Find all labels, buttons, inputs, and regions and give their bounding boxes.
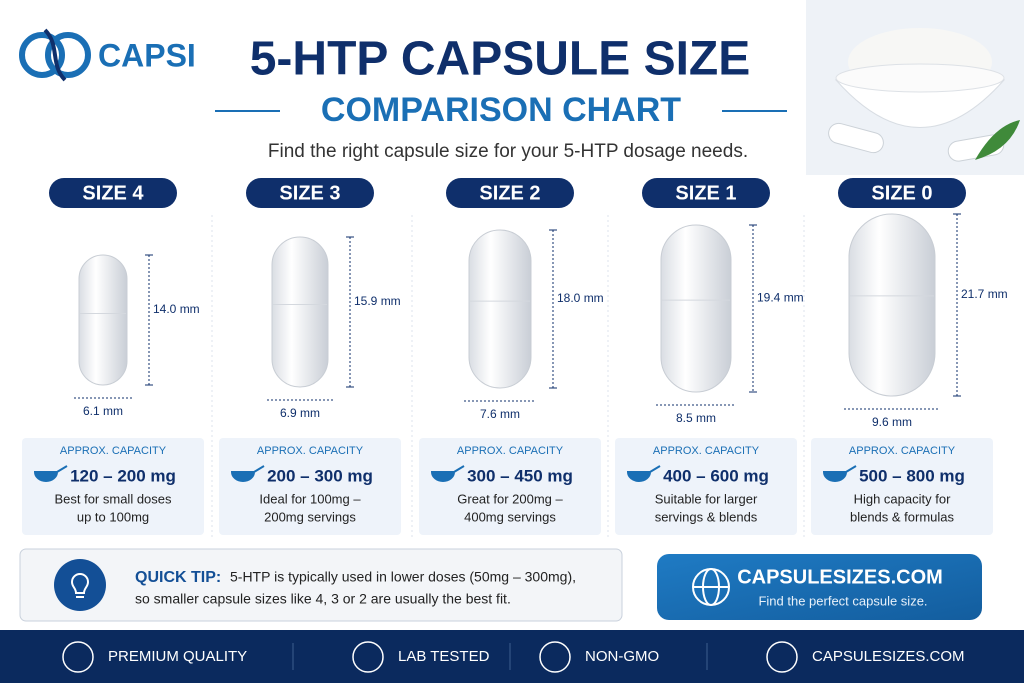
capsule [468,229,532,389]
footer-icon [352,641,384,673]
size-badge [446,178,574,208]
size-badge [642,178,770,208]
diameter-label: 8.5 mm [676,411,716,425]
tip-line: so smaller capsule sizes like 4, 3 or 2 … [135,591,511,607]
capacity-note: High capacity for [854,491,951,506]
capacity-box [419,438,601,535]
logo [19,28,91,82]
scoop-icon [430,465,465,482]
brand: CAPSI [98,37,196,73]
capacity-label: APPROX. CAPACITY [457,445,564,457]
size-label: SIZE 3 [279,182,340,204]
subtitle: COMPARISON CHART [321,91,681,129]
tip-label: QUICK TIP: [135,569,221,586]
scoop-icon [230,465,265,482]
capacity-box [811,438,993,535]
footer [0,630,1024,683]
capacity-note: blends & formulas [850,509,955,524]
capsule [660,224,732,393]
footer-icon [766,641,798,673]
size-badge [49,178,177,208]
size-badge [246,178,374,208]
capacity: 400 – 600 mg [663,466,769,485]
footer-item: LAB TESTED [398,648,490,665]
capsule [848,213,936,397]
footer-item: PREMIUM QUALITY [108,648,247,665]
scoop-icon [822,465,857,482]
bulb [70,573,90,598]
tip-line: 5-HTP is typically used in lower doses (… [230,569,576,585]
cta-site[interactable]: CAPSULESIZES.COM [737,566,943,588]
capacity-note: Suitable for larger [655,491,758,506]
tagline: Find the right capsule size for your 5-H… [268,141,748,162]
length-label: 19.4 mm [757,291,804,305]
scoop-icon [626,465,661,482]
size-label: SIZE 1 [675,182,736,204]
capacity-label: APPROX. CAPACITY [849,445,956,457]
capacity-label: APPROX. CAPACITY [257,445,364,457]
globe-icon [692,568,730,606]
powder-bowl [806,0,1024,175]
cta-box[interactable] [657,554,982,620]
capacity-note: 400mg servings [464,509,556,524]
footer-icon [62,641,94,673]
capacity-box [22,438,204,535]
capacity-box [615,438,797,535]
cta-text: Find the perfect capsule size. [758,593,927,608]
diameter-label: 7.6 mm [480,407,520,421]
length-label: 21.7 mm [961,287,1008,301]
capacity: 200 – 300 mg [267,466,373,485]
tip-icon [54,559,106,611]
size-label: SIZE 4 [82,182,144,204]
capacity: 500 – 800 mg [859,466,965,485]
capacity-box [219,438,401,535]
length-label: 15.9 mm [354,294,401,308]
capsule [78,254,128,386]
capacity-note: up to 100mg [77,509,149,524]
capsule [271,236,329,388]
capacity-note: Best for small doses [54,491,172,506]
diameter-label: 9.6 mm [872,415,912,429]
capacity-note: servings & blends [655,509,758,524]
title: 5-HTP CAPSULE SIZE [250,33,751,86]
diameter-label: 6.1 mm [83,404,123,418]
size-label: SIZE 2 [479,182,540,204]
length-label: 14.0 mm [153,302,200,316]
length-label: 18.0 mm [557,291,604,305]
footer-item: NON-GMO [585,648,659,665]
capacity: 120 – 200 mg [70,466,176,485]
tip-box [19,548,623,622]
capacity-note: Great for 200mg – [457,491,563,506]
capacity-note: 200mg servings [264,509,356,524]
capacity-label: APPROX. CAPACITY [653,445,760,457]
footer-icon [539,641,571,673]
size-label: SIZE 0 [871,182,932,204]
capacity-label: APPROX. CAPACITY [60,445,167,457]
size-badge [838,178,966,208]
diameter-label: 6.9 mm [280,406,320,420]
scoop-icon [33,465,68,482]
capacity: 300 – 450 mg [467,466,573,485]
footer-item[interactable]: CAPSULESIZES.COM [812,648,965,665]
capacity-note: Ideal for 100mg – [259,491,361,506]
